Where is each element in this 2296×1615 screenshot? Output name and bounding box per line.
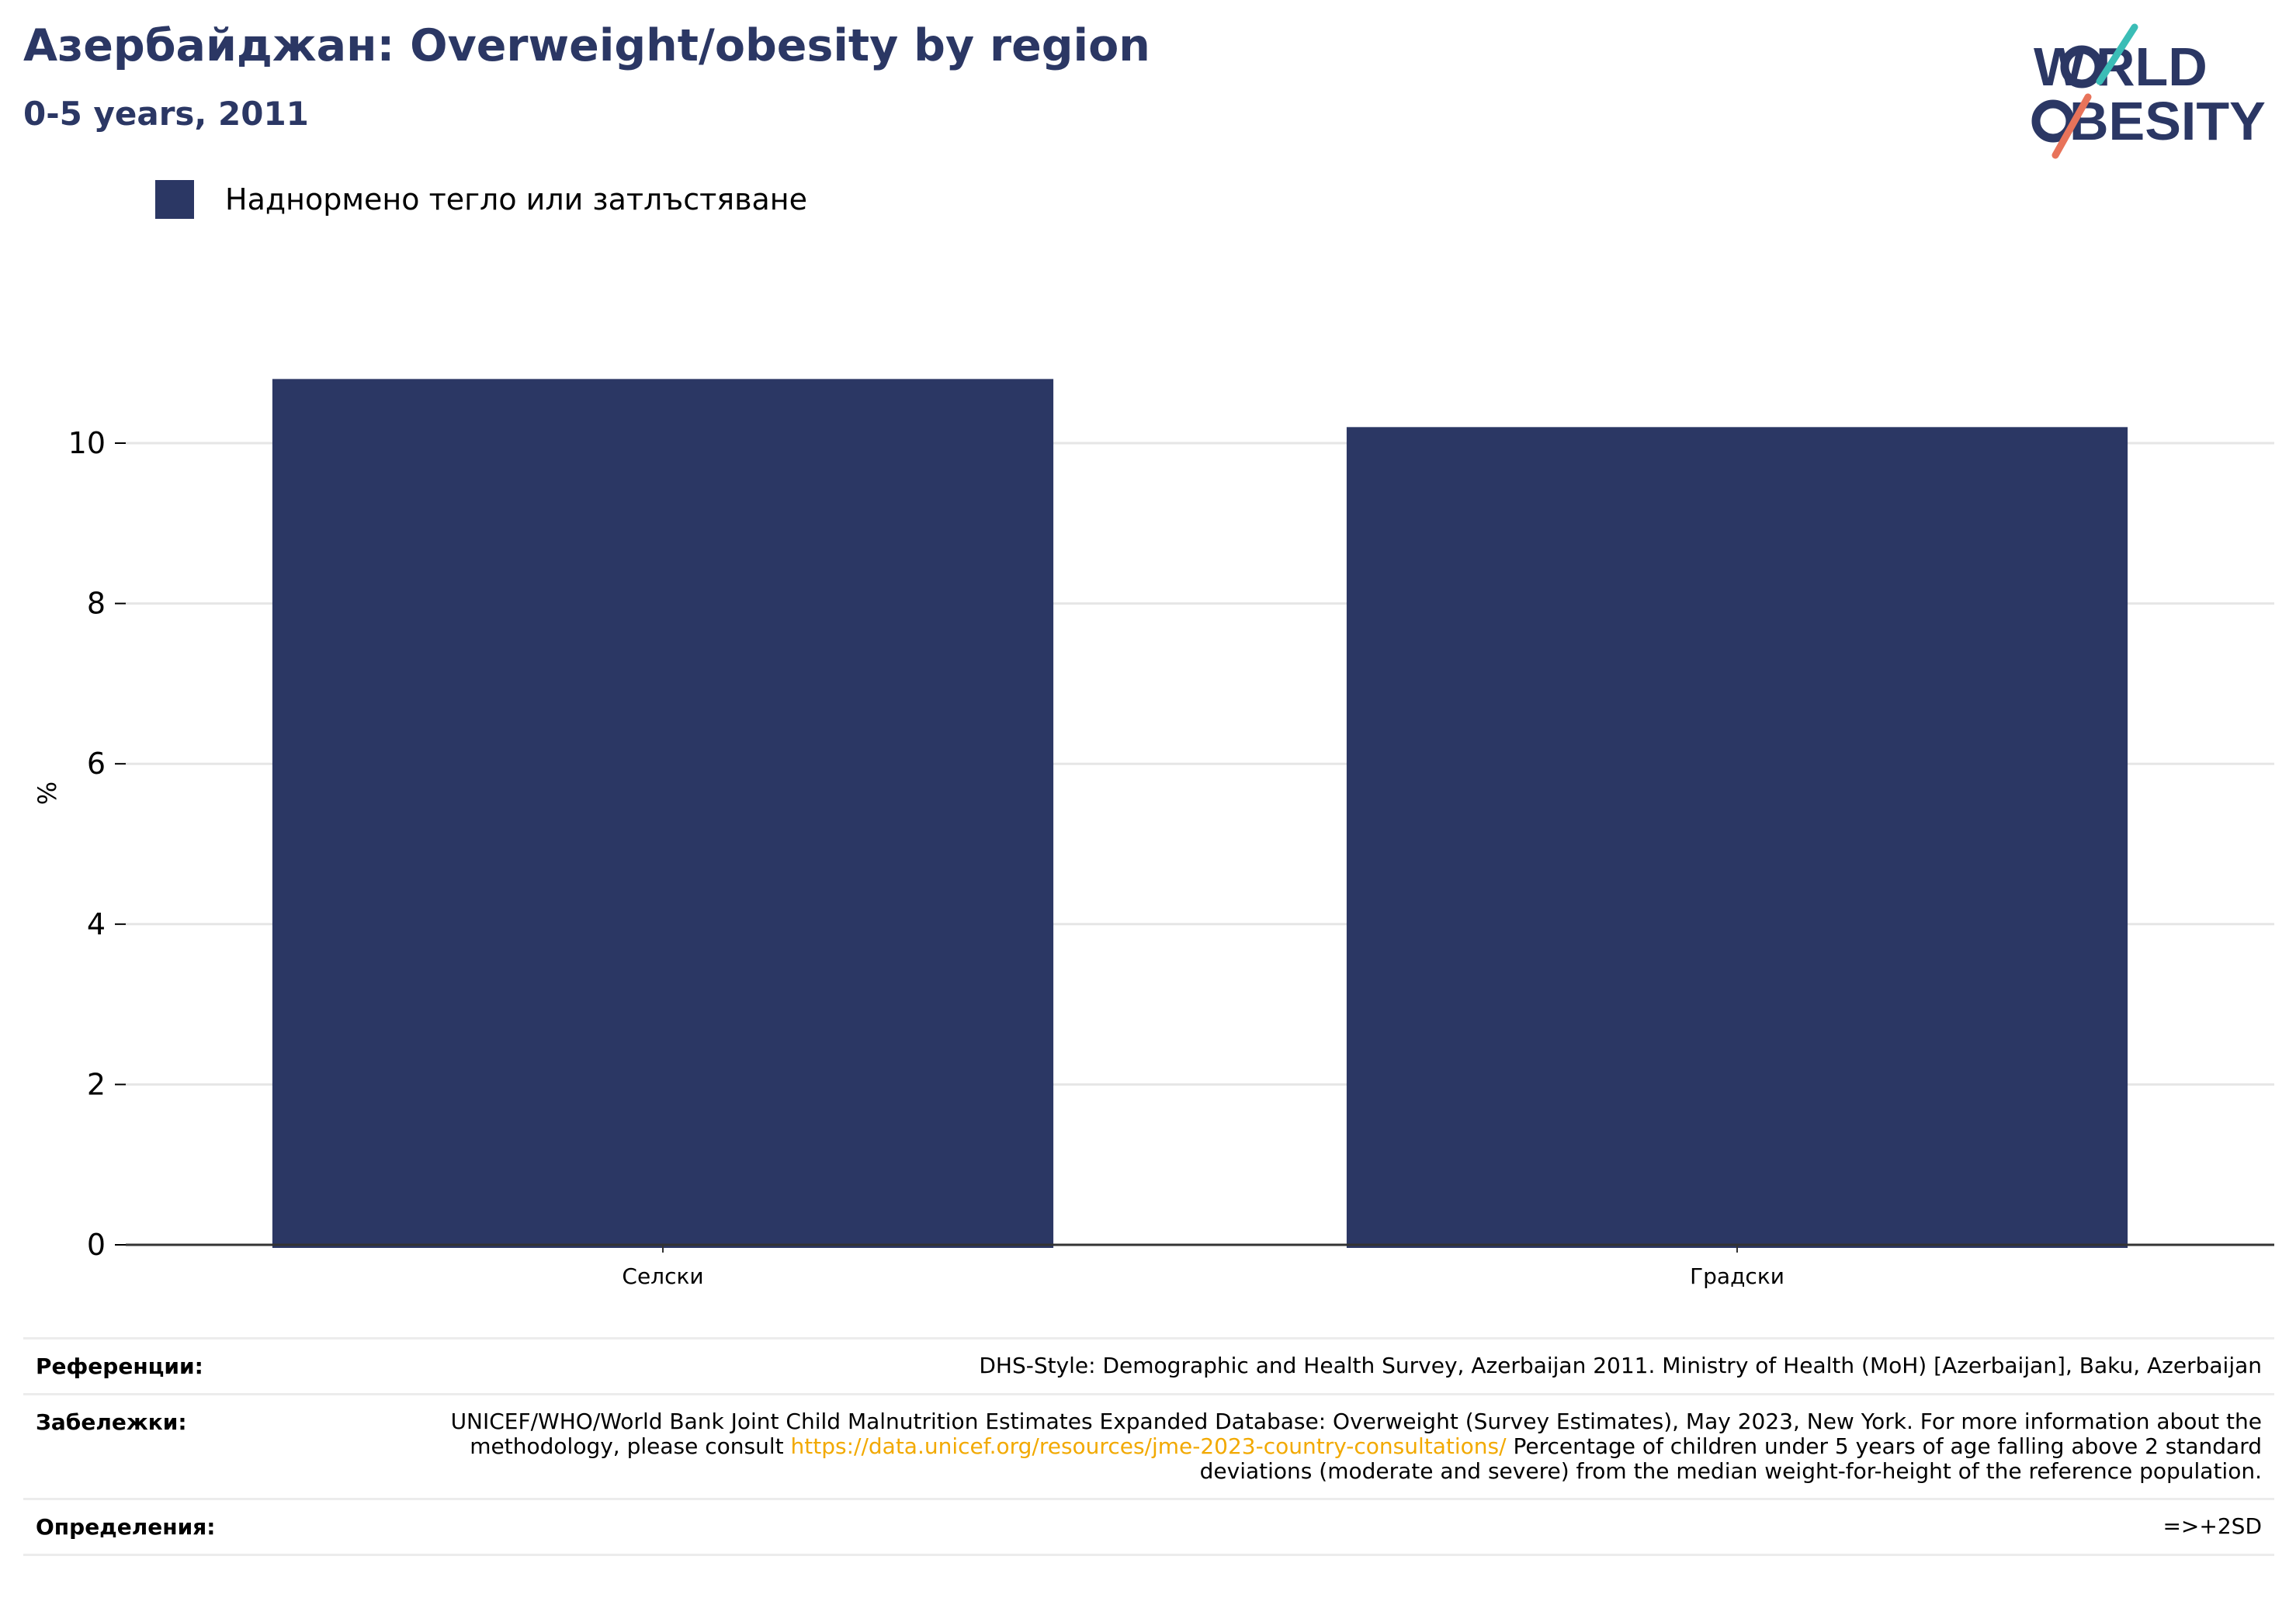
- references-label: Референции:: [36, 1353, 203, 1379]
- legend-swatch: [155, 180, 194, 219]
- x-tick-label: Градски: [1690, 1263, 1784, 1289]
- footer-row-definitions: Определения: =>+2SD: [23, 1498, 2274, 1556]
- axes: 0 2 4 6 8 10 Селски Градски: [68, 426, 2274, 1289]
- legend-label: Наднормено тегло или затлъстяване: [225, 182, 807, 217]
- footer-row-notes: Забележки: UNICEF/WHO/World Bank Joint C…: [23, 1393, 2274, 1498]
- y-tick-label: 2: [87, 1067, 106, 1101]
- bar-2: [1346, 427, 2128, 1248]
- notes-text-before: UNICEF/WHO/World Bank Joint Child Malnut…: [450, 1409, 2262, 1459]
- bars: [272, 379, 2128, 1248]
- legend: Наднормено тегло или затлъстяване: [155, 180, 807, 219]
- bar-1: [272, 379, 1054, 1248]
- references-text: DHS-Style: Demographic and Health Survey…: [979, 1353, 2262, 1378]
- y-tick-label: 10: [68, 426, 106, 460]
- notes-link[interactable]: https://data.unicef.org/resources/jme-20…: [790, 1433, 1507, 1459]
- y-axis-label: %: [33, 782, 62, 805]
- notes-label: Забележки:: [36, 1409, 187, 1435]
- y-tick-label: 0: [87, 1228, 106, 1262]
- definitions-label: Определения:: [36, 1514, 216, 1540]
- world-obesity-logo: W RLD BESITY: [2031, 23, 2266, 159]
- definitions-text: =>+2SD: [2162, 1513, 2262, 1539]
- svg-text:RLD: RLD: [2096, 36, 2208, 97]
- svg-text:BESITY: BESITY: [2069, 91, 2266, 151]
- chart-title: Азербайджан: Overweight/obesity by regio…: [23, 20, 1150, 71]
- bar-chart: 0 2 4 6 8 10 Селски Градски %: [33, 379, 2274, 1289]
- y-tick-label: 6: [87, 747, 106, 781]
- x-tick-label: Селски: [622, 1263, 703, 1289]
- notes-text: UNICEF/WHO/World Bank Joint Child Malnut…: [439, 1409, 2262, 1484]
- y-tick-label: 8: [87, 587, 106, 621]
- footer-row-references: Референции: DHS-Style: Demographic and H…: [23, 1337, 2274, 1393]
- footer-table: Референции: DHS-Style: Demographic and H…: [23, 1337, 2274, 1556]
- chart-subtitle: 0-5 years, 2011: [23, 95, 309, 133]
- y-tick-label: 4: [87, 907, 106, 941]
- notes-text-after: Percentage of children under 5 years of …: [1199, 1433, 2262, 1484]
